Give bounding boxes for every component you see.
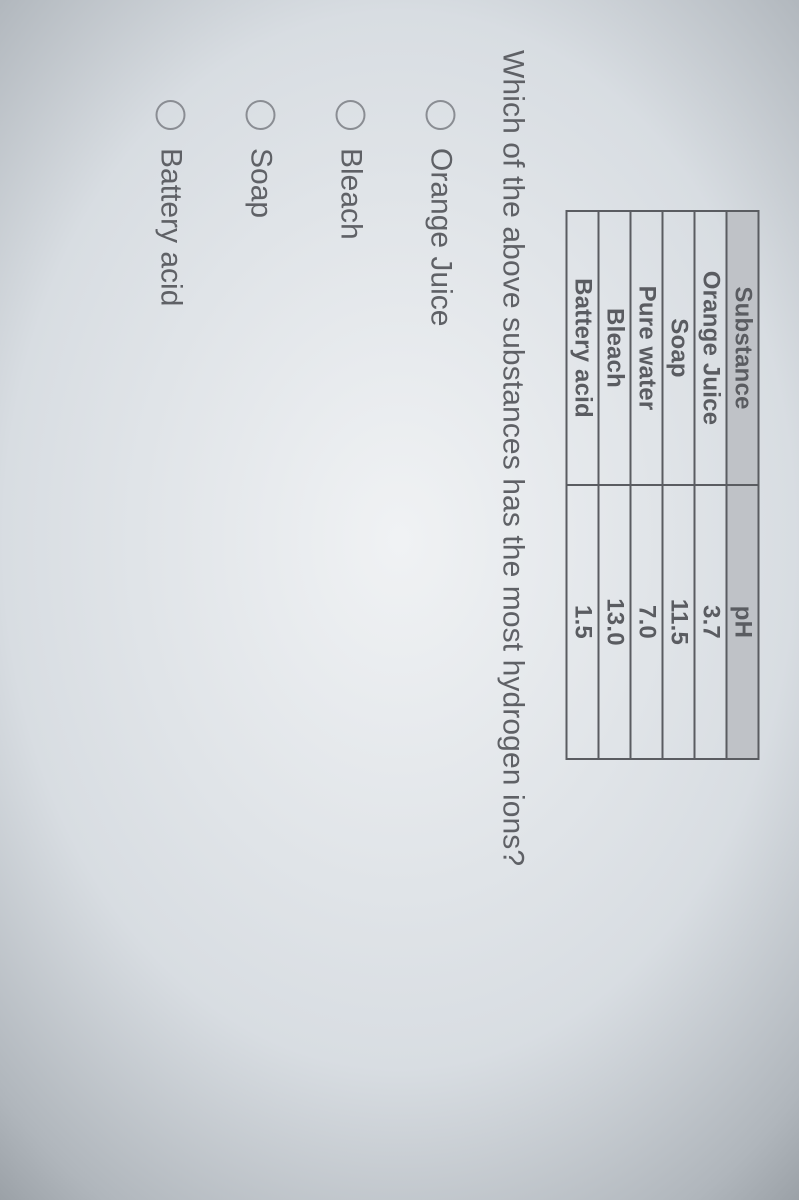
option-label: Soap (243, 148, 277, 218)
option-bleach[interactable]: Bleach (333, 100, 367, 1130)
cell-ph: 11.5 (662, 485, 694, 759)
cell-substance: Battery acid (566, 211, 598, 485)
option-label: Bleach (333, 148, 367, 240)
options-group: Orange Juice Bleach Soap Battery acid (153, 100, 457, 1130)
table-row: Battery acid 1.5 (566, 211, 598, 759)
table-row: Orange Juice 3.7 (694, 211, 726, 759)
radio-icon[interactable] (155, 100, 185, 130)
col-header-substance: Substance (726, 211, 758, 485)
table-row: Bleach 13.0 (598, 211, 630, 759)
option-label: Battery acid (153, 148, 187, 306)
option-label: Orange Juice (423, 148, 457, 326)
cell-ph: 3.7 (694, 485, 726, 759)
table-header-row: Substance pH (726, 211, 758, 759)
table-row: Soap 11.5 (662, 211, 694, 759)
question-text: Which of the above substances has the mo… (495, 50, 529, 1130)
radio-icon[interactable] (245, 100, 275, 130)
radio-icon[interactable] (335, 100, 365, 130)
cell-substance: Bleach (598, 211, 630, 485)
option-orange-juice[interactable]: Orange Juice (423, 100, 457, 1130)
col-header-ph: pH (726, 485, 758, 759)
cell-substance: Soap (662, 211, 694, 485)
radio-icon[interactable] (425, 100, 455, 130)
content-area: Substance pH Orange Juice 3.7 Soap 11.5 … (97, 210, 759, 1130)
table-row: Pure water 7.0 (630, 211, 662, 759)
cell-ph: 1.5 (566, 485, 598, 759)
ph-table: Substance pH Orange Juice 3.7 Soap 11.5 … (565, 210, 759, 760)
cell-substance: Orange Juice (694, 211, 726, 485)
cell-ph: 13.0 (598, 485, 630, 759)
option-soap[interactable]: Soap (243, 100, 277, 1130)
cell-substance: Pure water (630, 211, 662, 485)
rotated-page: Substance pH Orange Juice 3.7 Soap 11.5 … (0, 0, 799, 1200)
option-battery-acid[interactable]: Battery acid (153, 100, 187, 1130)
cell-ph: 7.0 (630, 485, 662, 759)
